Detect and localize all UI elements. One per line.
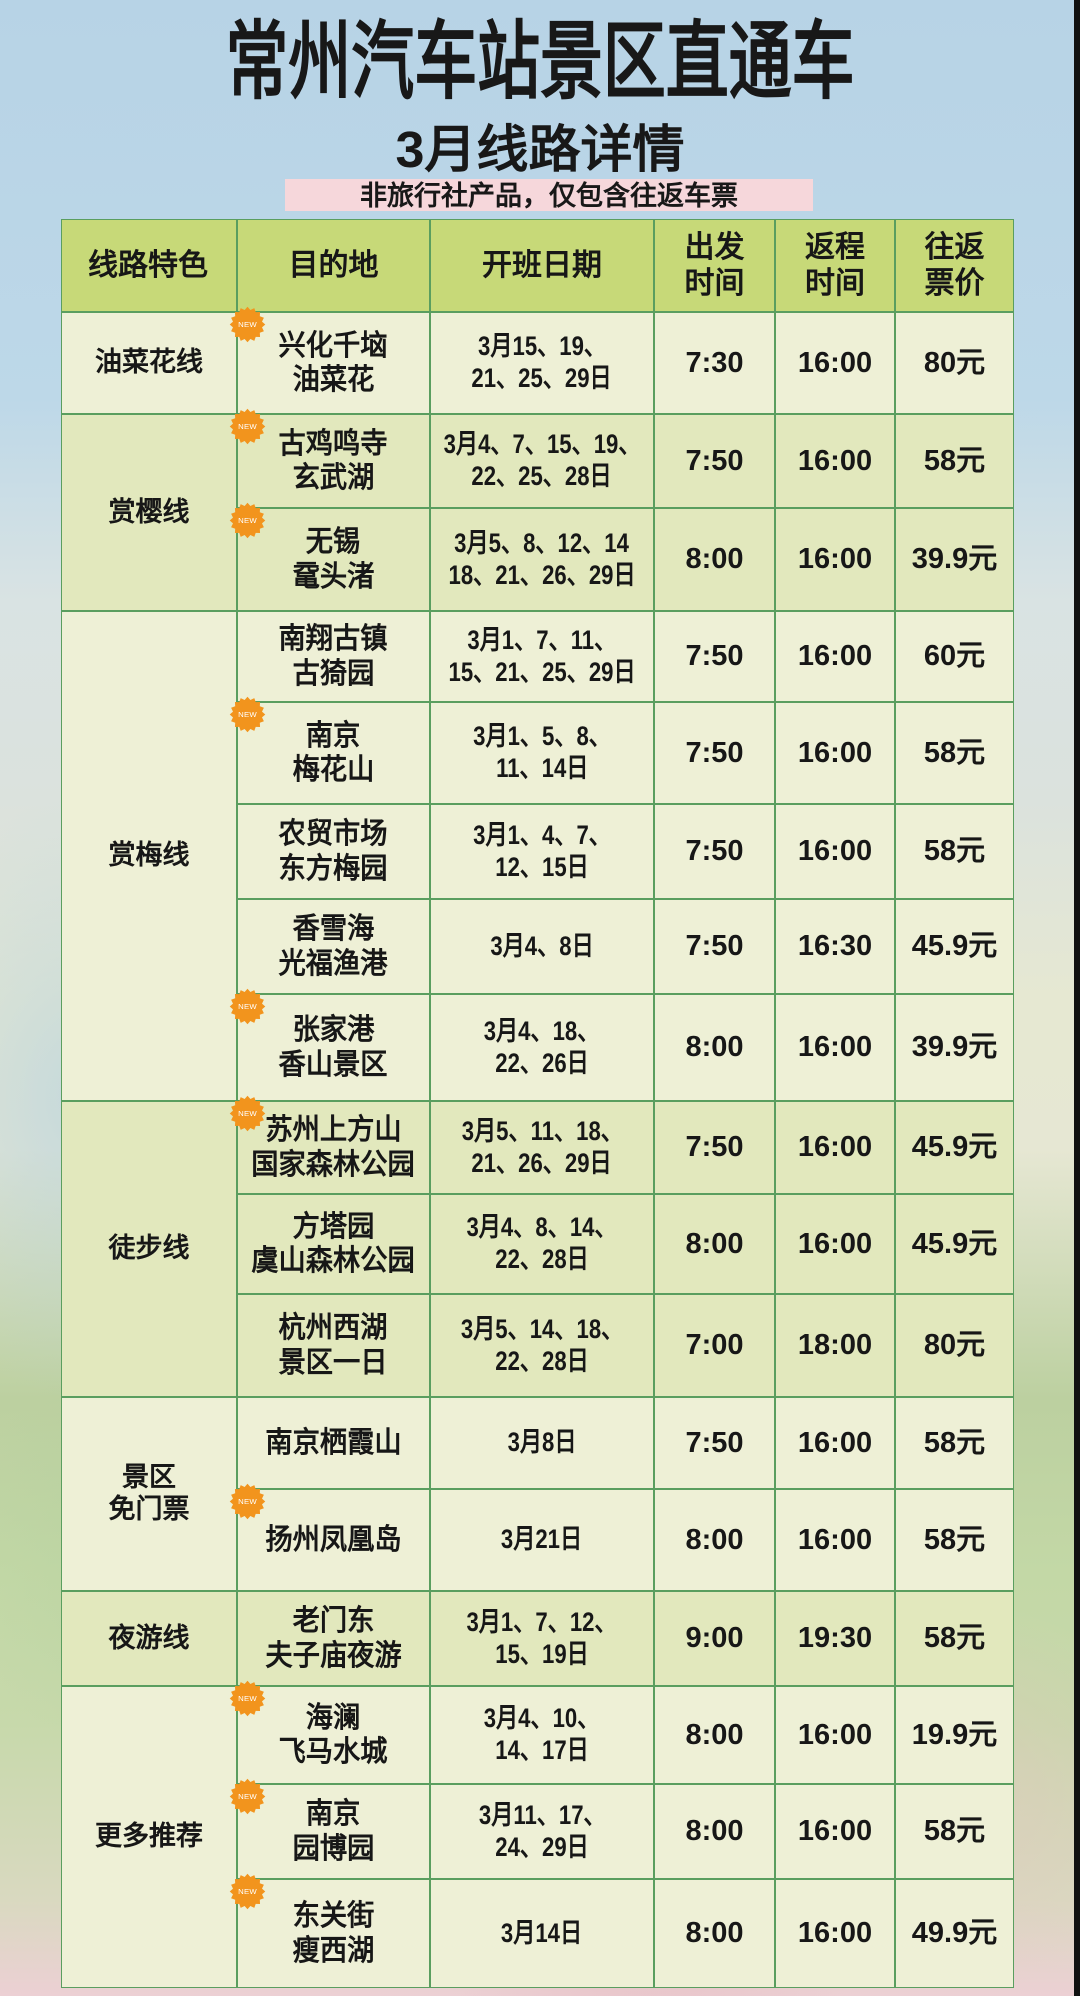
svg-text:NEW: NEW	[238, 320, 257, 329]
svg-text:NEW: NEW	[238, 422, 257, 431]
svg-text:NEW: NEW	[238, 1497, 257, 1506]
svg-text:NEW: NEW	[238, 710, 257, 719]
svg-text:NEW: NEW	[238, 1109, 257, 1118]
svg-text:NEW: NEW	[238, 1887, 257, 1896]
svg-text:NEW: NEW	[238, 1792, 257, 1801]
svg-text:NEW: NEW	[238, 516, 257, 525]
svg-text:NEW: NEW	[238, 1694, 257, 1703]
svg-text:NEW: NEW	[238, 1002, 257, 1011]
